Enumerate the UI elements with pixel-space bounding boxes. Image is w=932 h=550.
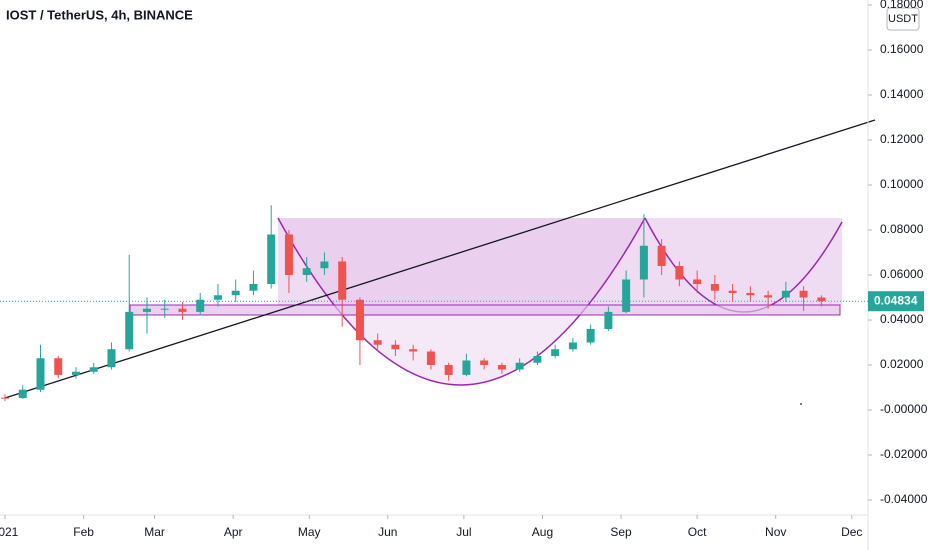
candle-body: [675, 265, 684, 280]
x-tick-label: Jun: [378, 525, 397, 539]
candle-body: [817, 297, 826, 302]
candle-body: [710, 283, 719, 291]
y-tick-label: 0.08000: [880, 222, 924, 236]
x-tick-label: Sep: [610, 525, 632, 539]
cup-arc: [277, 217, 646, 386]
candle-body: [444, 364, 453, 375]
x-tick-label: May: [298, 525, 321, 539]
candle-body: [142, 308, 151, 312]
candle-body: [213, 295, 222, 300]
candles: [0, 205, 826, 401]
x-tick-label: Apr: [224, 525, 243, 539]
last-price-label: 0.04834: [874, 293, 918, 307]
candle-body: [249, 283, 258, 291]
drawings: [4, 119, 876, 405]
candle-body: [426, 351, 435, 365]
x-tick-label: Jul: [456, 525, 471, 539]
pattern-zone: [278, 218, 842, 305]
candle-body: [586, 328, 595, 343]
trend-line: [4, 119, 876, 399]
currency-box: [886, 7, 920, 31]
y-tick-label: -0.02000: [880, 447, 928, 461]
y-tick-label: 0.12000: [880, 132, 924, 146]
candle-body: [302, 268, 311, 275]
candle-body: [391, 344, 400, 350]
x-tick-label: 2021: [0, 525, 19, 539]
candle-body: [54, 358, 63, 375]
x-tick-label: Nov: [765, 525, 786, 539]
candle-body: [799, 290, 808, 298]
candle-body: [107, 349, 116, 368]
y-tick-label: 0.10000: [880, 177, 924, 191]
candle-body: [568, 342, 577, 350]
y-tick-label: -0.00000: [880, 402, 928, 416]
x-tick-label: Mar: [144, 525, 165, 539]
y-tick-label: 0.04000: [880, 312, 924, 326]
y-tick-label: -0.04000: [880, 492, 928, 506]
x-tick-label: Feb: [73, 525, 94, 539]
candle-body: [480, 360, 489, 365]
y-tick-label: 0.16000: [880, 42, 924, 56]
candle-body: [657, 245, 666, 266]
y-tick-label: 0.14000: [880, 87, 924, 101]
chart-title: IOST / TetherUS, 4h, BINANCE: [6, 7, 193, 22]
candle-body: [462, 360, 471, 375]
candle-body: [231, 290, 240, 296]
candle-body: [267, 234, 276, 284]
y-tick-label: 0.02000: [880, 357, 924, 371]
candle-body: [533, 355, 542, 363]
candle-body: [746, 292, 755, 296]
currency-label: USDT: [888, 13, 918, 25]
candle-body: [355, 299, 364, 341]
candle-body: [125, 311, 134, 350]
candle-body: [320, 261, 329, 269]
dot: [800, 403, 802, 405]
candle-body: [497, 364, 506, 370]
candle-body: [373, 340, 382, 345]
candle-body: [71, 371, 80, 375]
candle-body: [551, 349, 560, 356]
candle-body: [764, 295, 773, 298]
x-tick-label: Oct: [688, 525, 707, 539]
candle-body: [409, 349, 418, 352]
last-price-box: [868, 291, 924, 312]
candle-body: [515, 362, 524, 370]
x-tick-label: Dec: [841, 525, 862, 539]
candle-body: [604, 311, 613, 329]
candle-body: [728, 290, 737, 293]
candle-body: [178, 308, 187, 312]
candle-body: [36, 358, 45, 390]
candle-body: [0, 397, 9, 399]
candle-body: [693, 279, 702, 284]
candle-body: [284, 234, 293, 275]
candle-body: [18, 389, 27, 399]
y-tick-label: 0.06000: [880, 267, 924, 281]
candle-body: [160, 308, 169, 310]
y-tick-label: 0.18000: [880, 0, 924, 11]
candle-body: [639, 245, 648, 280]
support-band: [129, 304, 841, 316]
candle-body: [781, 290, 790, 298]
candle-body: [196, 299, 205, 312]
candle-body: [338, 261, 347, 300]
x-tick-label: Aug: [532, 525, 553, 539]
candle-body: [622, 279, 631, 312]
candle-body: [89, 367, 98, 372]
